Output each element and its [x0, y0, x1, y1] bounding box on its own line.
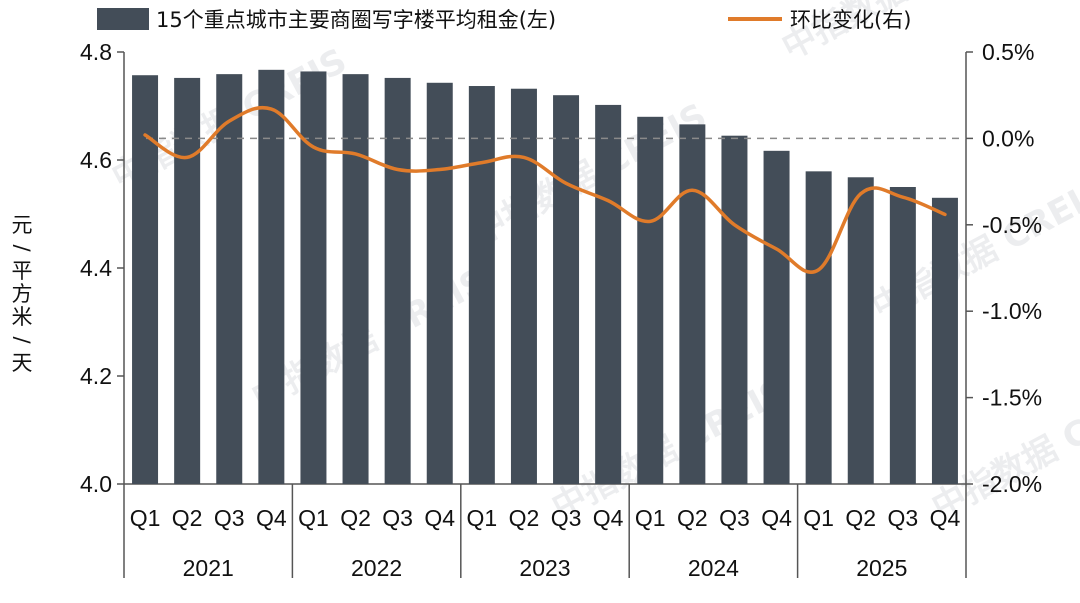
quarter-tick-label: Q1 [803, 505, 834, 531]
bar [300, 71, 327, 484]
quarter-tick-label: Q3 [214, 505, 245, 531]
quarter-tick-label: Q3 [719, 505, 750, 531]
quarter-tick-label: Q2 [677, 505, 708, 531]
bar [889, 187, 916, 484]
bar-series [132, 69, 958, 485]
bar [510, 88, 537, 484]
bar [595, 104, 622, 485]
year-label: 2024 [688, 555, 739, 581]
quarter-tick-label: Q4 [593, 505, 624, 531]
bar [384, 77, 411, 485]
bar [258, 69, 285, 484]
left-tick-label: 4.2 [80, 363, 112, 389]
left-tick-label: 4.0 [80, 471, 112, 497]
quarter-tick-label: Q3 [382, 505, 413, 531]
legend-bar-label: 15个重点城市主要商圈写字楼平均租金(左) [156, 8, 556, 32]
bar [679, 124, 706, 485]
bar [468, 86, 495, 485]
right-tick-label: 0.5% [982, 39, 1034, 65]
bar [426, 82, 453, 484]
quarter-tick-label: Q3 [551, 505, 582, 531]
bar [216, 74, 243, 484]
right-tick-label: -1.0% [982, 298, 1042, 324]
quarter-tick-label: Q1 [298, 505, 329, 531]
left-axis-title-char: / [10, 336, 34, 344]
left-axis-title: 元 / 平方米 / 天 [10, 213, 34, 375]
quarter-tick-label: Q4 [930, 505, 961, 531]
bar [553, 95, 580, 484]
quarter-tick-label: Q2 [172, 505, 203, 531]
bar [637, 116, 664, 485]
bar [342, 74, 369, 484]
quarter-tick-label: Q4 [424, 505, 455, 531]
legend-bar-swatch [97, 8, 149, 30]
bar [931, 197, 958, 485]
quarter-tick-label: Q4 [256, 505, 287, 531]
right-tick-label: 0.0% [982, 125, 1034, 151]
left-tick-label: 4.6 [80, 147, 112, 173]
left-axis-title-char: 米 [12, 305, 33, 329]
legend-line-label: 环比变化(右) [790, 8, 911, 32]
right-tick-label: -2.0% [982, 471, 1042, 497]
quarter-tick-label: Q1 [467, 505, 498, 531]
line-series [143, 105, 947, 274]
left-tick-label: 4.8 [80, 39, 112, 65]
bar [847, 177, 874, 484]
quarter-tick-label: Q2 [509, 505, 540, 531]
left-axis-title-char: 元 [12, 213, 33, 237]
right-tick-label: -0.5% [982, 212, 1042, 238]
quarter-tick-label: Q1 [635, 505, 666, 531]
bar [721, 135, 748, 484]
year-label: 2023 [519, 555, 570, 581]
axis-labels: 4.0 4.2 4.4 4.6 4.8 -2.0% -1.5% -1.0% -0.5% 0.0% 0… [10, 39, 1042, 581]
left-tick-label: 4.4 [80, 255, 112, 281]
watermark-text: 中指数据 CREIS [465, 96, 713, 253]
left-axis-title-char: / [10, 244, 34, 252]
quarter-tick-label: Q2 [340, 505, 371, 531]
quarter-tick-label: Q2 [845, 505, 876, 531]
bar [763, 150, 790, 484]
quarter-tick-label: Q3 [888, 505, 919, 531]
quarter-tick-label: Q1 [130, 505, 161, 531]
year-label: 2021 [183, 555, 234, 581]
legend: 15个重点城市主要商圈写字楼平均租金(左) 环比变化(右) [97, 8, 911, 32]
left-axis-title-char: 平 [12, 259, 33, 283]
bar [805, 171, 832, 484]
year-label: 2022 [351, 555, 402, 581]
left-axis-title-char: 天 [12, 351, 33, 375]
quarter-tick-label: Q4 [761, 505, 792, 531]
year-label: 2025 [856, 555, 907, 581]
bar [174, 77, 201, 485]
left-axis-title-char: 方 [12, 282, 33, 306]
watermark-text: 中指数据 CREIS [545, 371, 793, 528]
right-tick-label: -1.5% [982, 385, 1042, 411]
